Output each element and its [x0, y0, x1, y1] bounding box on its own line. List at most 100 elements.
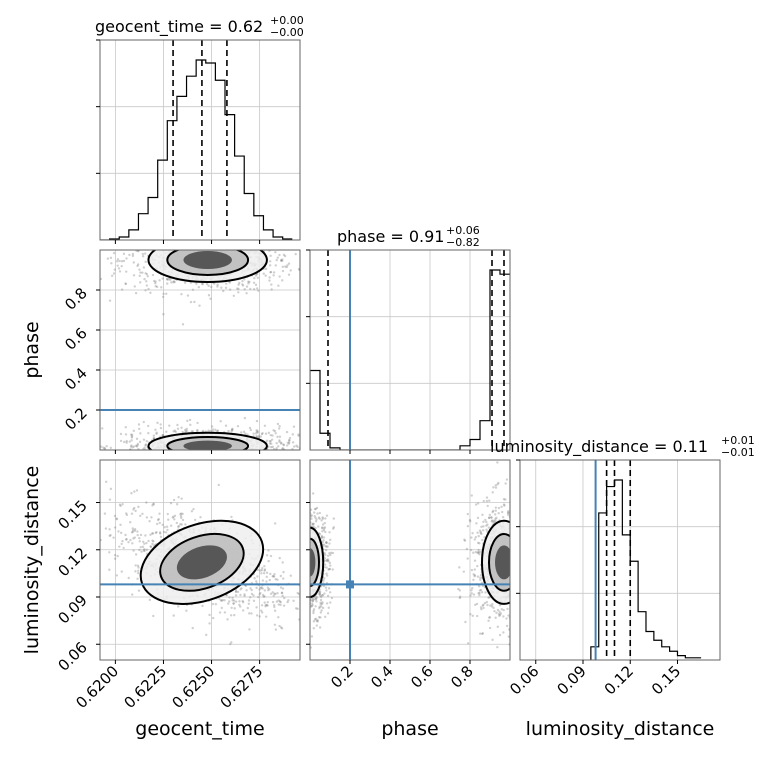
sample-point — [524, 583, 526, 585]
sample-point — [472, 551, 475, 554]
sample-point — [143, 277, 146, 281]
sample-point — [281, 447, 284, 450]
sample-point — [306, 582, 308, 584]
sample-point — [523, 563, 525, 565]
sample-point — [172, 453, 174, 455]
sample-point — [124, 533, 127, 537]
sample-point — [192, 457, 194, 459]
sample-point — [125, 538, 128, 541]
sample-point — [479, 530, 482, 534]
sample-point — [296, 517, 298, 519]
sample-point — [154, 531, 158, 535]
sample-point — [498, 614, 501, 618]
sample-point — [131, 254, 135, 258]
sample-point — [273, 609, 277, 612]
sample-point — [136, 564, 140, 567]
sample-point — [540, 498, 542, 500]
sample-point — [222, 464, 224, 466]
sample-point — [296, 567, 298, 569]
sample-point — [296, 560, 298, 562]
sample-point — [225, 453, 227, 455]
sample-point — [475, 522, 478, 525]
sample-point — [187, 455, 189, 457]
sample-point — [328, 568, 331, 571]
sample-point — [138, 268, 141, 271]
sample-point — [287, 462, 289, 464]
sample-point — [515, 534, 517, 536]
sample-point — [305, 553, 307, 555]
sample-point — [531, 543, 533, 545]
sample-point — [306, 528, 308, 530]
sample-point — [302, 541, 304, 543]
sample-point — [153, 279, 156, 283]
sample-point — [529, 544, 531, 546]
sample-point — [513, 559, 515, 561]
sample-point — [305, 545, 307, 547]
sample-point — [103, 512, 107, 515]
sample-point — [510, 512, 512, 514]
sample-point — [517, 534, 519, 536]
sample-point — [233, 245, 235, 247]
sample-point — [171, 451, 173, 453]
sample-point — [490, 519, 494, 522]
sample-point — [176, 244, 178, 246]
sample-point — [315, 600, 318, 603]
sample-point — [478, 589, 481, 592]
sample-point — [169, 278, 172, 282]
sample-point — [192, 241, 194, 243]
sample-point — [189, 423, 192, 427]
sample-point — [167, 242, 169, 244]
sample-point — [516, 565, 518, 567]
sample-point — [231, 241, 233, 243]
sample-point — [229, 642, 232, 646]
sample-point — [507, 635, 510, 638]
sample-point — [275, 230, 277, 232]
sample-point — [239, 452, 241, 454]
sample-point — [521, 552, 523, 554]
sample-point — [329, 551, 333, 555]
sample-point — [161, 277, 164, 280]
sample-point — [491, 638, 494, 642]
sample-point — [116, 264, 119, 267]
sample-point — [194, 451, 196, 453]
sample-point — [179, 514, 183, 518]
sample-point — [145, 439, 148, 443]
title-phase: phase = 0.91 — [337, 227, 444, 246]
sample-point — [158, 512, 161, 515]
sample-point — [275, 447, 278, 450]
sample-point — [505, 478, 509, 481]
sample-point — [127, 540, 130, 544]
sample-point — [296, 605, 298, 607]
sample-point — [531, 623, 533, 625]
title-geocent-time-plus: +0.00 — [270, 14, 304, 27]
sample-point — [191, 288, 195, 291]
sample-point — [138, 440, 142, 444]
sample-point — [305, 574, 307, 576]
sample-point — [207, 453, 209, 455]
sample-point — [246, 457, 248, 459]
sample-point — [144, 272, 147, 275]
sample-point — [288, 439, 291, 442]
sample-point — [301, 524, 303, 526]
sample-point — [173, 429, 177, 432]
sample-point — [278, 253, 281, 257]
sample-point — [208, 622, 211, 625]
sample-point — [221, 453, 223, 455]
sample-point — [248, 628, 251, 631]
sample-point — [227, 241, 229, 243]
sample-point — [302, 562, 304, 564]
sample-point — [531, 519, 533, 521]
sample-point — [255, 580, 258, 583]
sample-point — [190, 234, 192, 236]
sample-point — [306, 603, 308, 605]
sample-point — [156, 224, 158, 226]
sample-point — [305, 571, 307, 573]
sample-point — [310, 605, 313, 608]
sample-point — [517, 531, 519, 533]
sample-point — [305, 655, 307, 657]
sample-point — [159, 535, 163, 539]
sample-point — [514, 560, 516, 562]
sample-point — [323, 577, 326, 580]
sample-point — [469, 594, 472, 597]
